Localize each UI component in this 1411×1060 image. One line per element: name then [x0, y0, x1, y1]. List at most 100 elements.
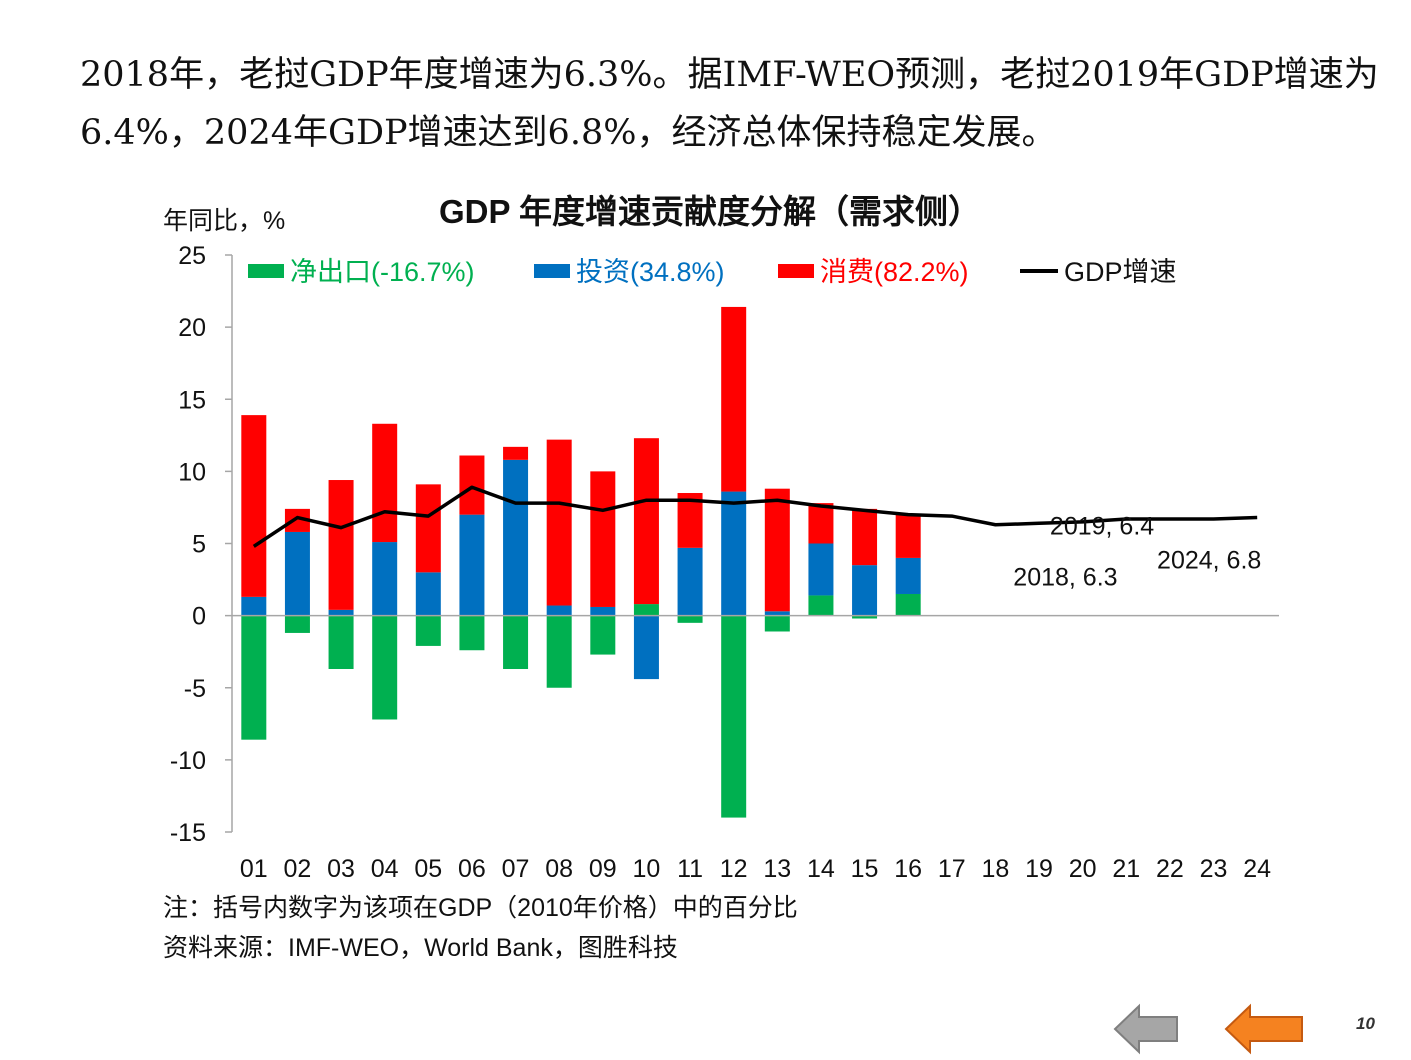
chart-source: 资料来源：IMF-WEO，World Bank，图胜科技 [163, 934, 678, 962]
bar-series1-15 [852, 565, 878, 616]
bar-series1-05 [415, 572, 441, 616]
x-tick-label: 06 [458, 855, 486, 883]
x-tick-label: 05 [414, 855, 442, 883]
x-tick-label: 14 [807, 855, 835, 883]
bar-series2-05 [415, 484, 441, 573]
annotation-label: 2019, 6.4 [1050, 512, 1154, 540]
y-tick-label: -10 [170, 747, 206, 775]
bar-series0-08 [546, 615, 572, 688]
intro-paragraph: 2018年，老挝GDP年度增速为6.3%。据IMF-WEO预测，老挝2019年G… [80, 55, 1379, 153]
legend-label: 消费(82.2%) [820, 257, 969, 287]
x-tick-label: 03 [327, 855, 355, 883]
legend-label: 净出口(-16.7%) [290, 257, 475, 287]
gray-left-arrow-icon [1113, 1003, 1178, 1055]
x-tick-label: 01 [240, 855, 268, 883]
bar-series1-16 [895, 557, 921, 594]
x-tick-label: 18 [982, 855, 1010, 883]
x-tick-label: 21 [1112, 855, 1140, 883]
x-tick-label: 08 [545, 855, 573, 883]
bar-series2-03 [328, 480, 354, 610]
legend-swatch [534, 264, 570, 278]
y-tick-label: 10 [178, 458, 206, 486]
x-tick-label: 02 [284, 855, 312, 883]
x-tick-label: 15 [851, 855, 879, 883]
x-tick-label: 20 [1069, 855, 1097, 883]
bar-series2-09 [590, 471, 616, 607]
chart-title: GDP 年度增速贡献度分解（需求侧） [439, 193, 981, 230]
x-tick-label: 11 [677, 855, 703, 883]
legend-label: GDP增速 [1064, 257, 1177, 287]
x-tick-label: 22 [1156, 855, 1184, 883]
bar-series0-14 [808, 595, 834, 616]
bar-series2-06 [459, 455, 485, 515]
x-tick-label: 16 [894, 855, 922, 883]
y-tick-label: 0 [192, 603, 206, 631]
x-tick-label: 13 [763, 855, 791, 883]
bar-series2-02 [284, 508, 310, 532]
bar-series0-01 [241, 615, 267, 740]
y-tick-label: -15 [170, 819, 206, 847]
gdp-contribution-chart: GDP 年度增速贡献度分解（需求侧） 年同比，% 25 20 15 10 5 0 -5 -10… [163, 193, 1279, 883]
legend-swatch [248, 264, 284, 278]
bar-series1-14 [808, 543, 834, 596]
bar-series2-13 [764, 488, 790, 612]
y-tick-label: 5 [192, 531, 206, 559]
bar-series2-15 [852, 508, 878, 566]
x-tick-label: 09 [589, 855, 617, 883]
x-tick-label: 04 [371, 855, 399, 883]
x-tick-label: 23 [1200, 855, 1228, 883]
back-button[interactable] [1113, 1003, 1181, 1055]
x-tick-label: 24 [1243, 855, 1271, 883]
gdp-line-layer [252, 485, 1258, 548]
y-tick-label: 15 [178, 386, 206, 414]
y-tick-label: 25 [178, 242, 206, 270]
bar-series0-16 [895, 593, 921, 616]
x-tick-label: 10 [633, 855, 661, 883]
bar-series2-10 [633, 438, 659, 605]
bar-series1-01 [241, 596, 267, 616]
bar-series0-10 [633, 604, 659, 616]
bar-series1-11 [677, 547, 703, 616]
bar-series0-02 [284, 615, 310, 633]
bar-series1-07 [503, 459, 529, 616]
annotation-label: 2018, 6.3 [1013, 564, 1117, 592]
legend: 净出口(-16.7%) 投资(34.8%) 消费(82.2%) GDP增速 [248, 257, 1177, 287]
bar-series0-07 [503, 615, 529, 669]
bar-series0-12 [721, 615, 747, 818]
bar-series2-07 [503, 446, 529, 460]
bar-series0-06 [459, 615, 485, 651]
bar-series0-11 [677, 615, 703, 623]
bar-series2-16 [895, 514, 921, 558]
bar-series1-12 [721, 491, 747, 616]
y-tick-label: -5 [184, 675, 206, 703]
bar-series2-14 [808, 503, 834, 544]
bar-series1-13 [764, 611, 790, 616]
bar-series0-04 [372, 615, 398, 720]
page-number: 10 [1356, 1014, 1375, 1033]
axes-layer: 25 20 15 10 5 0 -5 -10 -15 01 02 03 04 05 06 07 08 09 10 11… [170, 242, 1279, 883]
bar-series1-10 [633, 615, 659, 680]
bar-series2-01 [241, 415, 267, 597]
bar-series2-08 [546, 439, 572, 606]
x-tick-label: 17 [938, 855, 966, 883]
legend-label: 投资(34.8%) [576, 257, 725, 287]
bar-series1-09 [590, 606, 616, 616]
bar-series1-02 [284, 531, 310, 616]
bar-series0-13 [764, 615, 790, 632]
previous-button[interactable] [1224, 1003, 1303, 1055]
bar-series0-09 [590, 615, 616, 655]
orange-left-arrow-icon [1224, 1003, 1303, 1055]
bar-series1-03 [328, 609, 354, 616]
chart-note: 注：括号内数字为该项在GDP（2010年价格）中的百分比 [163, 894, 798, 922]
y-tick-label: 20 [178, 314, 206, 342]
bars-layer [241, 306, 921, 818]
bar-series0-03 [328, 615, 354, 669]
annotation-label: 2024, 6.8 [1157, 547, 1261, 575]
bar-series0-15 [852, 615, 878, 619]
bar-series1-04 [372, 542, 398, 616]
bar-series2-12 [721, 306, 747, 492]
gdp-growth-line [252, 485, 1258, 548]
x-tick-label: 12 [720, 855, 748, 883]
legend-swatch [778, 264, 814, 278]
